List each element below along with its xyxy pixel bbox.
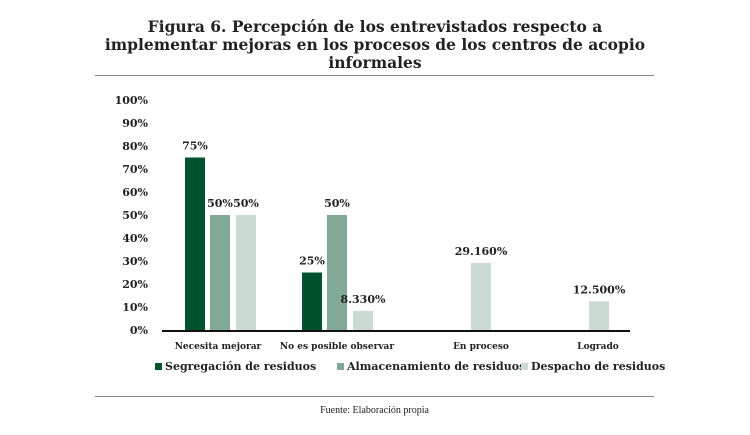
- legend-swatch-segregacion: [155, 363, 162, 370]
- y-tick-label: 60%: [122, 186, 148, 199]
- bar-2-2: [471, 262, 491, 331]
- title-line-1: Figura 6. Percepción de los entrevistado…: [147, 17, 603, 36]
- bar-2-1: [353, 310, 373, 331]
- y-tick-label: 90%: [122, 117, 148, 130]
- bar-value-label: 8.330%: [341, 293, 386, 306]
- y-axis-ticks: 0% 10% 20% 30% 40% 50% 60% 70% 80% 90% 100%: [115, 94, 149, 337]
- bar-1-1: [327, 215, 347, 331]
- x-tick-label: En proceso: [453, 342, 509, 352]
- bar-value-label: 25%: [299, 255, 325, 268]
- y-tick-label: 0%: [130, 324, 149, 337]
- y-tick-label: 30%: [122, 255, 148, 268]
- legend-label-almacenamiento: Almacenamiento de residuos: [347, 360, 526, 373]
- legend-item-despacho: Despacho de residuos: [521, 360, 665, 373]
- y-tick-label: 100%: [115, 94, 149, 107]
- bar-value-label: 12.500%: [573, 283, 626, 296]
- x-tick-label: Necesita mejorar: [175, 342, 262, 352]
- top-divider: [95, 75, 654, 76]
- bar-0-1: [302, 272, 322, 331]
- title-line-2: implementar mejoras en los procesos de l…: [104, 35, 646, 54]
- legend-label-despacho: Despacho de residuos: [531, 360, 666, 373]
- legend-label-segregacion: Segregación de residuos: [165, 360, 317, 373]
- legend-swatch-almacenamiento: [337, 363, 344, 370]
- bottom-divider: [95, 396, 654, 397]
- bar-2-3: [589, 301, 609, 331]
- legend-item-segregacion: Segregación de residuos: [155, 360, 316, 373]
- figure-title: Figura 6. Percepción de los entrevistado…: [95, 18, 655, 72]
- y-tick-label: 10%: [122, 301, 148, 314]
- bar-value-label: 50%: [207, 197, 233, 210]
- y-tick-label: 20%: [122, 278, 148, 291]
- figure-source: Fuente: Elaboración propia: [320, 405, 429, 416]
- y-tick-label: 80%: [122, 140, 148, 153]
- y-tick-label: 40%: [122, 232, 148, 245]
- y-tick-label: 70%: [122, 163, 148, 176]
- y-tick-label: 50%: [122, 209, 148, 222]
- title-line-3: informales: [328, 53, 422, 72]
- legend-item-almacenamiento: Almacenamiento de residuos: [337, 360, 525, 373]
- legend-swatch-despacho: [521, 363, 528, 370]
- x-axis-ticks: Necesita mejorar No es posible observar En…: [175, 342, 619, 352]
- bars: [185, 157, 609, 331]
- bar-value-label: 75%: [182, 140, 208, 153]
- bar-value-label: 29.160%: [455, 245, 508, 258]
- x-tick-label: Logrado: [577, 342, 619, 352]
- bar-1-0: [210, 215, 230, 331]
- bar-2-0: [236, 215, 256, 331]
- bar-0-0: [185, 157, 205, 331]
- bar-value-label: 50%: [233, 197, 259, 210]
- x-tick-label: No es posible observar: [280, 342, 395, 352]
- bar-labels: 75%25%50% 50%50%8.330%29.160%12.500%: [182, 140, 626, 306]
- bar-value-label: 50%: [324, 197, 350, 210]
